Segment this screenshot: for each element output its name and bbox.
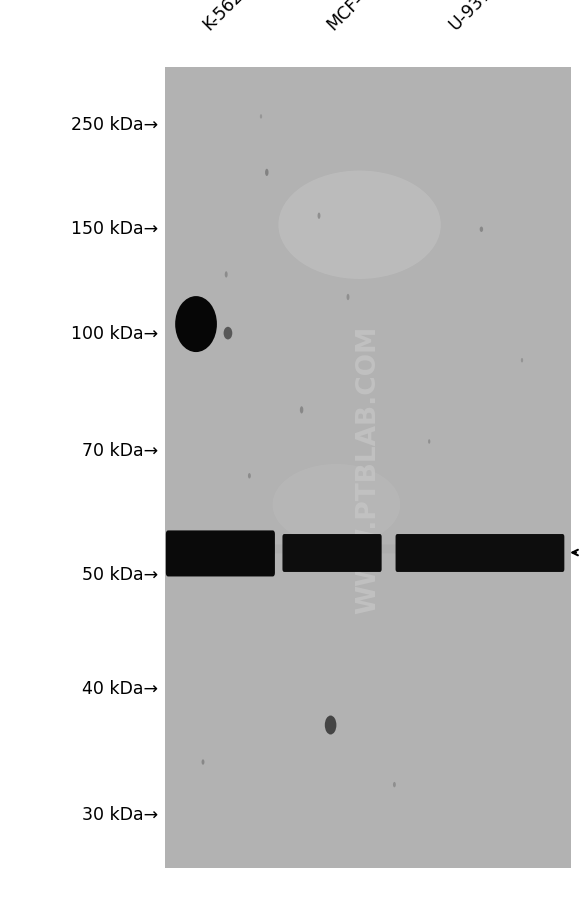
Ellipse shape <box>278 171 441 280</box>
Text: 50 kDa→: 50 kDa→ <box>82 566 158 584</box>
Ellipse shape <box>480 227 483 233</box>
Text: 70 kDa→: 70 kDa→ <box>82 442 158 460</box>
Ellipse shape <box>521 358 523 363</box>
Ellipse shape <box>202 759 204 765</box>
Text: 30 kDa→: 30 kDa→ <box>82 805 158 823</box>
Ellipse shape <box>428 439 430 444</box>
FancyBboxPatch shape <box>166 530 275 577</box>
Ellipse shape <box>325 716 336 734</box>
Ellipse shape <box>300 407 303 414</box>
Bar <box>165 68 571 868</box>
Text: 40 kDa→: 40 kDa→ <box>82 679 158 697</box>
Text: 100 kDa→: 100 kDa→ <box>71 325 158 343</box>
Text: K-562: K-562 <box>199 0 246 34</box>
Text: 150 kDa→: 150 kDa→ <box>71 220 158 238</box>
Ellipse shape <box>317 213 320 219</box>
Ellipse shape <box>175 297 217 353</box>
Text: WWW.PTBLAB.COM: WWW.PTBLAB.COM <box>356 325 381 613</box>
Ellipse shape <box>265 170 269 177</box>
Text: MCF-7: MCF-7 <box>324 0 375 34</box>
Ellipse shape <box>248 474 251 479</box>
Ellipse shape <box>393 782 396 787</box>
Ellipse shape <box>260 115 262 120</box>
Ellipse shape <box>346 294 349 300</box>
Ellipse shape <box>224 327 232 340</box>
FancyBboxPatch shape <box>167 545 527 554</box>
FancyBboxPatch shape <box>396 534 564 573</box>
Ellipse shape <box>273 465 400 546</box>
Text: U-937: U-937 <box>445 0 495 34</box>
FancyBboxPatch shape <box>282 534 382 573</box>
Ellipse shape <box>225 272 227 278</box>
Text: 250 kDa→: 250 kDa→ <box>71 115 158 133</box>
